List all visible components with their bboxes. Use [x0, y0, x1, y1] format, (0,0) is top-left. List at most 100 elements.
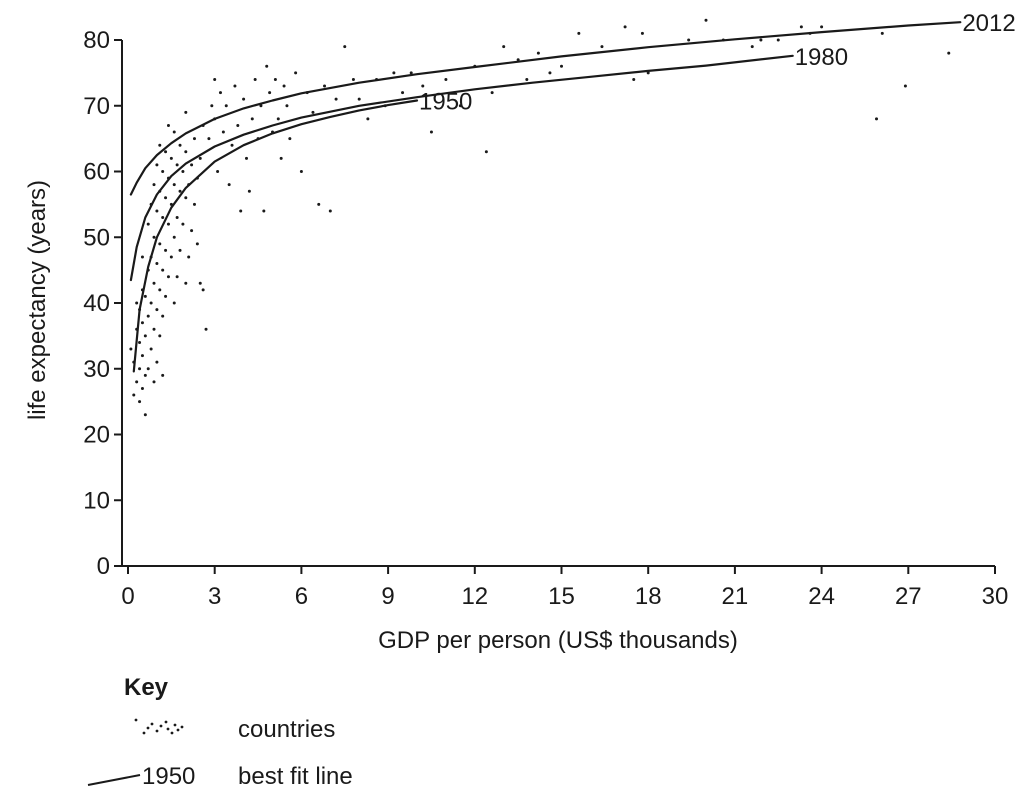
x-axis-title: GDP per person (US$ thousands)	[378, 627, 738, 654]
country-point	[366, 117, 370, 121]
country-point	[875, 117, 879, 121]
country-point	[317, 202, 321, 206]
country-point	[262, 209, 266, 213]
country-point	[190, 229, 194, 233]
country-point	[632, 77, 636, 81]
key-countries-label: countries	[238, 716, 335, 743]
country-point	[184, 150, 188, 154]
country-point	[143, 334, 147, 338]
country-point	[132, 393, 136, 397]
x-tick-label: 30	[982, 583, 1009, 610]
y-tick-label: 20	[83, 422, 110, 449]
x-ticks: 0 3 6 9 12 15 18 21 24 27 30	[121, 566, 1008, 610]
country-point	[172, 183, 176, 187]
country-point	[776, 38, 780, 42]
country-point	[192, 137, 196, 141]
country-point	[152, 235, 156, 239]
country-point	[152, 380, 156, 384]
country-point	[158, 334, 162, 338]
country-point	[146, 367, 150, 371]
country-point	[458, 104, 462, 108]
country-point	[161, 314, 165, 318]
key-title: Key	[124, 674, 169, 701]
country-point	[233, 84, 237, 88]
country-point	[198, 156, 202, 160]
country-point	[146, 222, 150, 226]
country-point	[143, 373, 147, 377]
country-point	[216, 170, 220, 173]
country-point	[548, 71, 552, 75]
country-point	[311, 110, 315, 114]
country-point	[401, 91, 405, 95]
country-point	[210, 104, 214, 108]
country-point	[357, 97, 361, 101]
key-countries-dots	[134, 718, 184, 735]
country-point	[247, 189, 251, 193]
country-point	[268, 91, 272, 95]
country-point	[294, 71, 298, 75]
country-point	[158, 288, 162, 292]
country-point	[265, 64, 269, 68]
country-point	[138, 400, 142, 404]
country-point	[444, 77, 448, 81]
country-point	[227, 183, 231, 187]
country-point	[192, 202, 196, 206]
x-tick-label: 0	[121, 583, 134, 610]
y-tick-label: 70	[83, 93, 110, 120]
country-point	[516, 58, 520, 62]
country-point	[155, 360, 159, 364]
country-point	[799, 25, 803, 29]
country-point	[299, 170, 303, 173]
country-point	[152, 183, 156, 187]
country-point	[140, 354, 144, 358]
best-fit-line-2012	[129, 21, 962, 196]
country-point	[181, 222, 185, 226]
country-point	[198, 281, 202, 285]
country-point	[164, 150, 168, 154]
country-point	[149, 301, 153, 305]
country-point	[213, 77, 217, 81]
country-point	[184, 196, 188, 200]
country-point	[135, 301, 139, 305]
country-point	[158, 242, 162, 246]
country-point	[169, 156, 173, 160]
x-tick-label: 15	[548, 583, 575, 610]
x-tick-label: 24	[808, 583, 835, 610]
country-point	[560, 64, 563, 68]
country-point	[166, 222, 170, 226]
country-point	[230, 143, 234, 147]
country-point	[536, 51, 540, 55]
country-point	[143, 294, 147, 298]
x-tick-label: 9	[381, 583, 394, 610]
country-point	[201, 288, 205, 292]
country-point	[242, 97, 246, 101]
y-tick-label: 0	[97, 553, 110, 580]
country-point	[184, 110, 188, 114]
country-point	[178, 248, 182, 252]
country-point	[218, 91, 222, 95]
country-point	[158, 143, 162, 147]
country-point	[323, 84, 327, 88]
country-point	[175, 275, 179, 279]
country-point	[161, 170, 165, 173]
country-point	[138, 367, 142, 371]
country-point	[166, 123, 170, 127]
y-tick-label: 10	[83, 487, 110, 514]
country-point	[152, 327, 156, 331]
country-point	[164, 196, 168, 200]
country-point	[640, 31, 644, 35]
x-tick-label: 12	[461, 583, 488, 610]
country-point	[140, 386, 144, 390]
y-tick-label: 80	[83, 27, 110, 54]
x-tick-label: 18	[635, 583, 662, 610]
country-point	[155, 209, 159, 213]
country-point	[204, 327, 208, 331]
best-fit-line-label-2012: 2012	[962, 10, 1015, 37]
country-point	[172, 235, 176, 239]
country-point	[409, 71, 413, 75]
country-point	[244, 156, 248, 160]
country-point	[161, 373, 165, 377]
country-point	[236, 123, 240, 127]
best-fit-line-1980	[129, 54, 794, 282]
